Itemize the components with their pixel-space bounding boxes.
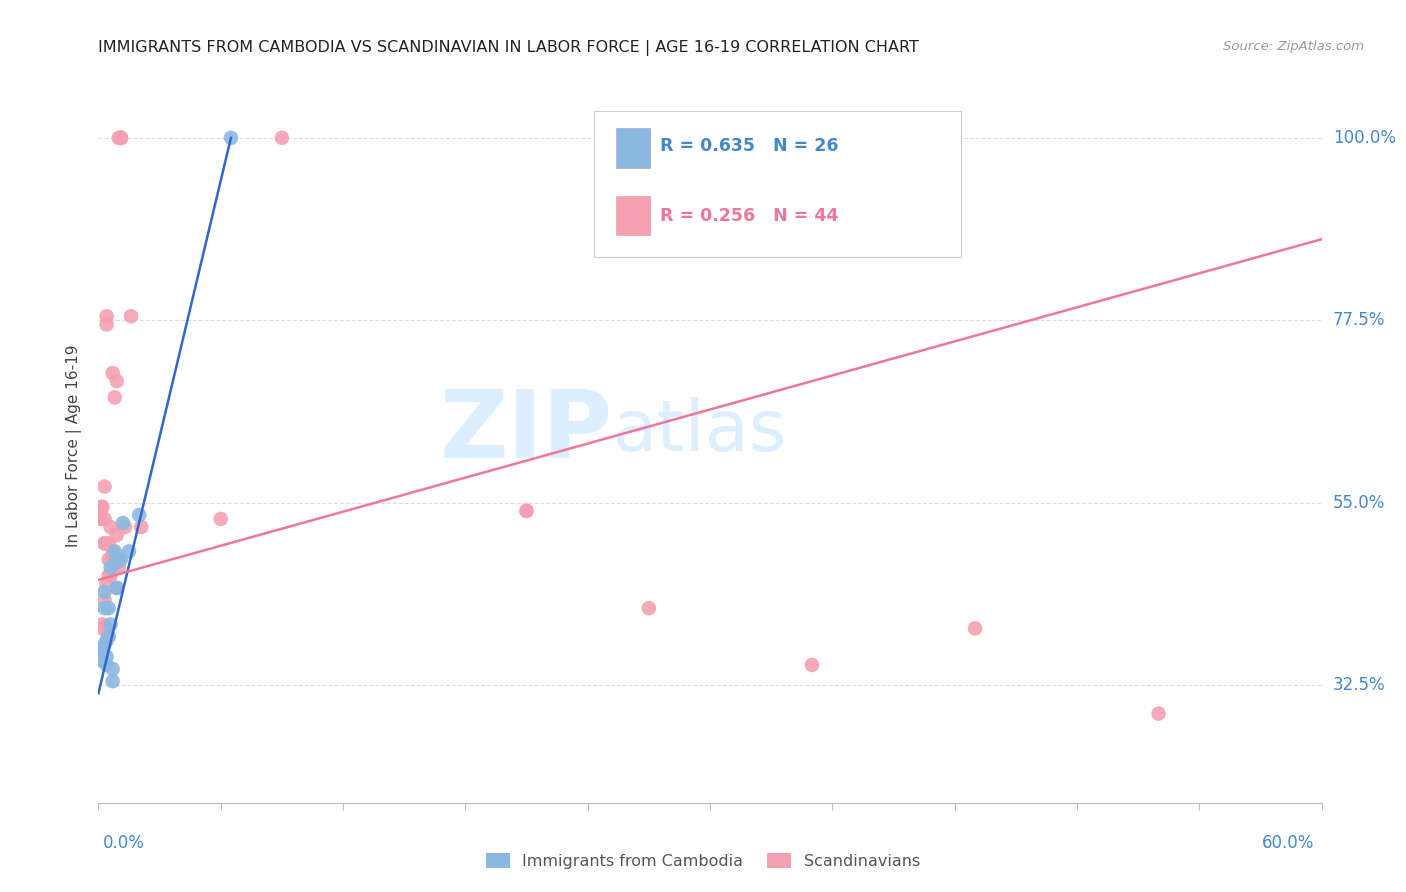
Point [93,512,115,526]
Point [93,536,115,550]
Point [93,479,115,493]
Point [101,544,124,558]
Text: 0.0%: 0.0% [103,834,145,852]
Point [89,512,111,526]
Point [219,131,242,145]
Point [100,560,122,574]
Point [91,617,114,632]
Text: R = 0.635   N = 26: R = 0.635 N = 26 [659,137,838,155]
Legend: Immigrants from Cambodia, Scandinavians: Immigrants from Cambodia, Scandinavians [479,847,927,875]
Point [965,622,987,636]
Point [111,516,134,530]
Point [91,641,114,656]
Point [108,552,131,566]
FancyBboxPatch shape [616,128,650,168]
FancyBboxPatch shape [593,111,960,257]
Point [100,568,122,582]
Point [93,585,115,599]
Point [801,657,824,672]
Point [101,552,124,566]
Point [108,560,131,574]
Point [96,649,118,664]
Point [105,528,128,542]
Text: atlas: atlas [612,397,786,467]
Point [97,630,120,644]
Point [97,536,120,550]
Point [93,536,115,550]
Point [89,500,111,514]
Point [110,131,132,145]
Point [101,366,124,380]
Point [209,512,232,526]
Point [91,654,114,668]
Point [91,500,114,514]
Point [516,504,538,518]
Point [110,552,132,566]
Point [97,552,120,566]
Text: 60.0%: 60.0% [1263,834,1315,852]
Text: 55.0%: 55.0% [1333,494,1385,512]
Point [101,674,124,689]
Point [91,622,114,636]
Point [96,318,118,332]
Point [129,520,152,534]
Text: ZIP: ZIP [439,385,612,478]
Point [100,552,122,566]
Point [105,581,128,595]
Point [120,310,142,324]
Text: 100.0%: 100.0% [1333,128,1396,147]
Point [104,390,127,404]
Point [110,131,132,145]
Point [89,504,111,518]
Point [108,131,131,145]
Point [110,131,132,145]
Point [118,544,141,558]
Point [128,508,150,522]
Point [100,520,122,534]
Point [89,646,111,660]
Point [516,504,538,518]
Point [96,577,118,591]
Point [96,657,118,672]
Point [114,520,136,534]
Point [96,622,118,636]
FancyBboxPatch shape [616,196,650,235]
Point [93,638,115,652]
Point [101,662,124,676]
Point [97,601,120,615]
Point [93,593,115,607]
Text: IMMIGRANTS FROM CAMBODIA VS SCANDINAVIAN IN LABOR FORCE | AGE 16-19 CORRELATION : IMMIGRANTS FROM CAMBODIA VS SCANDINAVIAN… [98,40,920,56]
Point [104,557,127,571]
Text: R = 0.256   N = 44: R = 0.256 N = 44 [659,207,838,225]
Point [96,633,118,648]
Point [104,544,127,558]
Text: Source: ZipAtlas.com: Source: ZipAtlas.com [1223,40,1364,54]
Point [110,131,132,145]
Point [97,568,120,582]
Point [96,310,118,324]
Point [100,617,122,632]
Point [637,601,661,615]
Point [105,581,128,595]
Y-axis label: In Labor Force | Age 16-19: In Labor Force | Age 16-19 [66,344,83,548]
Point [270,131,294,145]
Point [1147,706,1170,721]
Text: 77.5%: 77.5% [1333,311,1385,329]
Point [105,374,128,388]
Point [93,601,115,615]
Point [97,630,120,644]
Text: 32.5%: 32.5% [1333,676,1385,694]
